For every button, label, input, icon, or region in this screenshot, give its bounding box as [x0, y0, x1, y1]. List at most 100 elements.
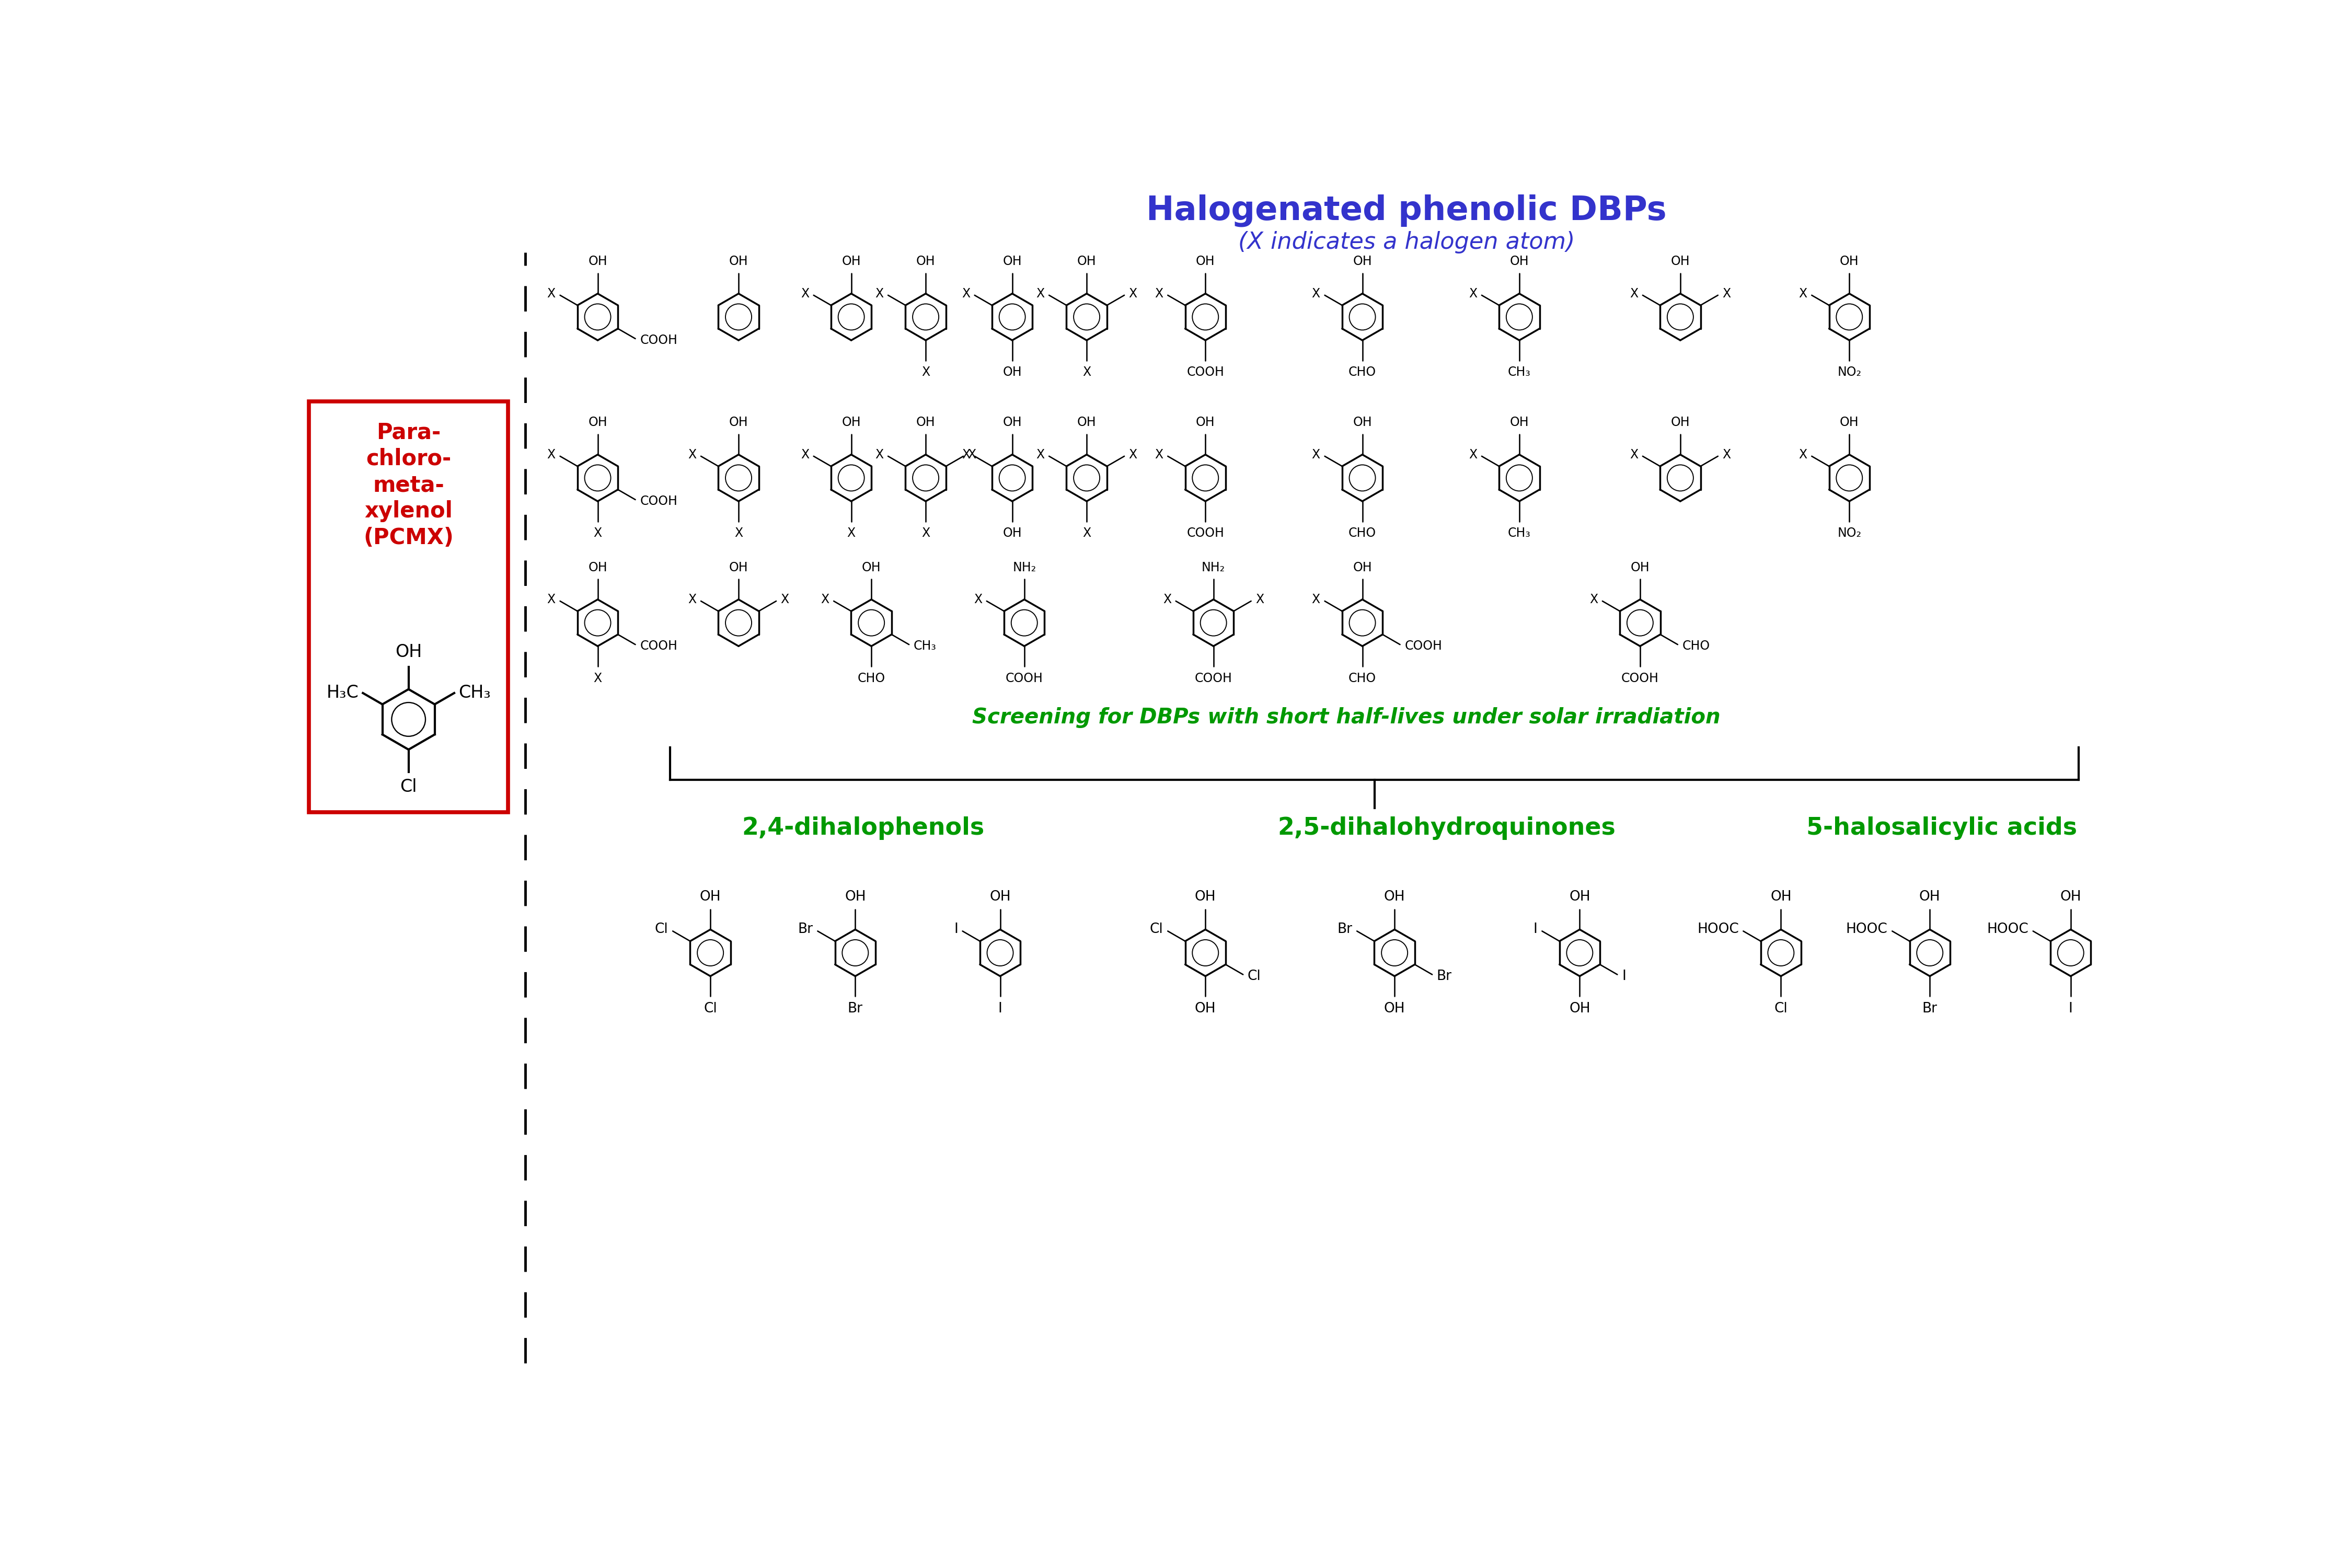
Text: X: X [962, 448, 969, 461]
Text: OH: OH [1002, 256, 1021, 268]
FancyBboxPatch shape [308, 401, 508, 812]
Text: X: X [875, 287, 884, 299]
Text: Cl: Cl [400, 778, 416, 795]
Text: X: X [1256, 593, 1263, 605]
Text: CH₃: CH₃ [1508, 527, 1531, 539]
Text: X: X [1799, 287, 1806, 299]
Text: HOOC: HOOC [1987, 922, 2027, 936]
Text: NH₂: NH₂ [1202, 561, 1225, 574]
Text: OH: OH [2060, 891, 2082, 903]
Text: OH: OH [395, 643, 421, 660]
Text: Br: Br [797, 922, 814, 936]
Text: X: X [1590, 593, 1597, 605]
Text: CH₃: CH₃ [913, 640, 936, 652]
Text: X: X [689, 448, 696, 461]
Text: X: X [1312, 287, 1319, 299]
Text: NO₂: NO₂ [1837, 527, 1860, 539]
Text: X: X [922, 365, 929, 378]
Text: Cl: Cl [703, 1002, 717, 1016]
Text: OH: OH [588, 256, 607, 268]
Text: CHO: CHO [1348, 673, 1376, 685]
Text: COOH: COOH [1621, 673, 1658, 685]
Text: I: I [997, 1002, 1002, 1016]
Text: COOH: COOH [1188, 527, 1223, 539]
Text: OH: OH [1352, 416, 1371, 428]
Text: OH: OH [917, 416, 936, 428]
Text: I: I [1534, 922, 1538, 936]
Text: COOH: COOH [1404, 640, 1442, 652]
Text: I: I [1623, 969, 1625, 983]
Text: OH: OH [701, 891, 722, 903]
Text: OH: OH [1510, 416, 1529, 428]
Text: Cl: Cl [1150, 922, 1164, 936]
Text: X: X [1722, 287, 1731, 299]
Text: COOH: COOH [640, 640, 677, 652]
Text: X: X [689, 593, 696, 605]
Text: X: X [1155, 448, 1164, 461]
Text: X: X [1468, 287, 1477, 299]
Text: X: X [548, 448, 555, 461]
Text: OH: OH [1352, 561, 1371, 574]
Text: OH: OH [1569, 1002, 1590, 1016]
Text: OH: OH [917, 256, 936, 268]
Text: OH: OH [729, 416, 748, 428]
Text: X: X [922, 527, 929, 539]
Text: OH: OH [729, 561, 748, 574]
Text: X: X [1037, 287, 1044, 299]
Text: X: X [1162, 593, 1171, 605]
Text: OH: OH [1670, 416, 1689, 428]
Text: NH₂: NH₂ [1011, 561, 1037, 574]
Text: Br: Br [1437, 969, 1451, 983]
Text: OH: OH [844, 891, 866, 903]
Text: Cl: Cl [1773, 1002, 1788, 1016]
Text: 2,4-dihalophenols: 2,4-dihalophenols [741, 817, 985, 840]
Text: Para-
chloro-
meta-
xylenol
(PCMX): Para- chloro- meta- xylenol (PCMX) [362, 422, 454, 549]
Text: X: X [593, 673, 602, 685]
Text: I: I [955, 922, 957, 936]
Text: X: X [1312, 593, 1319, 605]
Text: X: X [734, 527, 743, 539]
Text: Screening for DBPs with short half-lives under solar irradiation: Screening for DBPs with short half-lives… [971, 707, 1719, 728]
Text: X: X [800, 287, 809, 299]
Text: OH: OH [1195, 416, 1216, 428]
Text: OH: OH [1002, 416, 1021, 428]
Text: Br: Br [1922, 1002, 1938, 1016]
Text: HOOC: HOOC [1846, 922, 1889, 936]
Text: OH: OH [1919, 891, 1940, 903]
Text: OH: OH [990, 891, 1011, 903]
Text: X: X [1799, 448, 1806, 461]
Text: OH: OH [1002, 365, 1021, 378]
Text: OH: OH [842, 256, 861, 268]
Text: X: X [1155, 287, 1164, 299]
Text: X: X [847, 527, 856, 539]
Text: OH: OH [842, 416, 861, 428]
Text: X: X [974, 593, 983, 605]
Text: 2,5-dihalohydroquinones: 2,5-dihalohydroquinones [1277, 817, 1616, 840]
Text: X: X [1468, 448, 1477, 461]
Text: OH: OH [1670, 256, 1689, 268]
Text: OH: OH [588, 416, 607, 428]
Text: X: X [1630, 287, 1637, 299]
Text: OH: OH [729, 256, 748, 268]
Text: X: X [1082, 527, 1091, 539]
Text: X: X [1129, 448, 1138, 461]
Text: X: X [593, 527, 602, 539]
Text: CHO: CHO [1348, 527, 1376, 539]
Text: OH: OH [861, 561, 882, 574]
Text: CH₃: CH₃ [459, 684, 492, 701]
Text: NO₂: NO₂ [1837, 365, 1860, 378]
Text: COOH: COOH [1007, 673, 1042, 685]
Text: H₃C: H₃C [327, 684, 360, 701]
Text: 5-halosalicylic acids: 5-halosalicylic acids [1806, 817, 2077, 840]
Text: X: X [967, 448, 976, 461]
Text: OH: OH [1839, 416, 1858, 428]
Text: (X indicates a halogen atom): (X indicates a halogen atom) [1237, 230, 1576, 254]
Text: OH: OH [1002, 527, 1021, 539]
Text: OH: OH [1569, 891, 1590, 903]
Text: CHO: CHO [1682, 640, 1710, 652]
Text: CHO: CHO [858, 673, 884, 685]
Text: X: X [1630, 448, 1637, 461]
Text: COOH: COOH [640, 495, 677, 508]
Text: X: X [781, 593, 790, 605]
Text: X: X [1722, 448, 1731, 461]
